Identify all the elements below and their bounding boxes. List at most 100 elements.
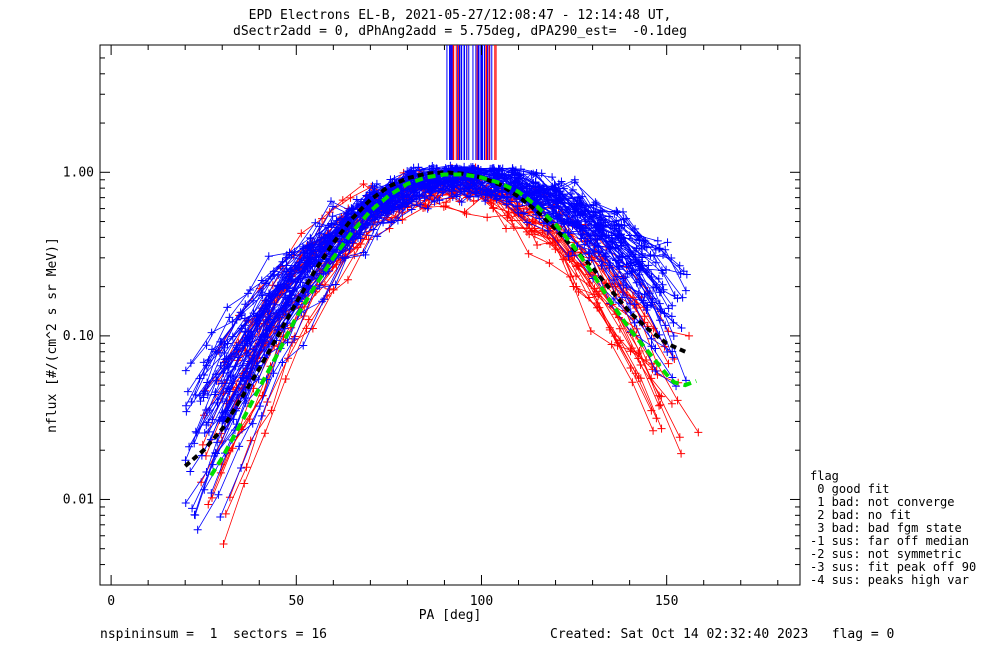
red-point xyxy=(240,479,249,488)
blue-point xyxy=(619,207,628,216)
blue-point xyxy=(355,230,364,239)
blue-point xyxy=(656,305,665,314)
blue-point xyxy=(290,247,299,256)
red-point xyxy=(245,415,254,424)
blue-point xyxy=(390,196,399,205)
blue-point xyxy=(220,358,229,367)
legend-item: -4 sus: peaks high var xyxy=(810,573,969,587)
blue-point xyxy=(241,321,250,330)
blue-point xyxy=(200,387,209,396)
red-point xyxy=(670,354,679,363)
blue-point xyxy=(614,244,623,253)
red-point xyxy=(634,348,643,357)
blue-point xyxy=(562,208,571,217)
blue-point xyxy=(673,294,682,303)
blue-point xyxy=(638,264,647,273)
blue-point xyxy=(181,456,190,465)
red-point xyxy=(216,468,225,477)
legend-title: flag xyxy=(810,469,839,483)
red-point xyxy=(667,399,676,408)
red-point xyxy=(616,336,625,345)
blue-point xyxy=(647,334,656,343)
blue-point xyxy=(668,353,677,362)
blue-point xyxy=(619,274,628,283)
footer-left: nspininsum = 1 sectors = 16 xyxy=(100,627,327,642)
blue-point xyxy=(203,378,212,387)
blue-point xyxy=(370,187,379,196)
blue-point xyxy=(500,171,509,180)
blue-point xyxy=(667,254,676,263)
blue-point xyxy=(570,178,579,187)
blue-point xyxy=(630,300,639,309)
blue-point xyxy=(514,178,523,187)
blue-point xyxy=(555,194,564,203)
blue-point xyxy=(324,239,333,248)
blue-point xyxy=(618,293,627,302)
blue-point xyxy=(186,359,195,368)
blue-point xyxy=(548,173,557,182)
blue-point xyxy=(457,198,466,207)
blue-point xyxy=(262,301,271,310)
blue-point xyxy=(345,244,354,253)
red-point xyxy=(489,204,498,213)
blue-point xyxy=(264,252,273,261)
blue-point xyxy=(212,376,221,385)
blue-point xyxy=(503,193,512,202)
blue-point xyxy=(642,243,651,252)
red-point xyxy=(636,374,645,383)
blue-point xyxy=(338,253,347,262)
blue-point xyxy=(497,188,506,197)
legend-item: 3 bad: bad fgm state xyxy=(810,521,962,535)
blue-point xyxy=(653,236,662,245)
blue-point xyxy=(235,442,244,451)
blue-point xyxy=(210,452,219,461)
red-point xyxy=(551,245,560,254)
blue-point xyxy=(472,178,481,187)
red-point xyxy=(673,396,682,405)
blue-point xyxy=(377,209,386,218)
blue-series-line xyxy=(229,168,687,419)
blue-point xyxy=(191,511,200,520)
legend-item: -2 sus: not symmetric xyxy=(810,547,962,561)
red-point xyxy=(353,243,362,252)
red-point xyxy=(655,401,664,410)
blue-point xyxy=(237,463,246,472)
blue-point xyxy=(328,212,337,221)
red-point xyxy=(664,359,673,368)
blue-point xyxy=(466,192,475,201)
blue-point xyxy=(416,200,425,209)
blue-point xyxy=(577,234,586,243)
spike-layer xyxy=(446,45,497,160)
blue-point xyxy=(555,211,564,220)
blue-point xyxy=(324,223,333,232)
blue-series-line xyxy=(219,169,656,518)
blue-point xyxy=(412,195,421,204)
chart-title-line1: EPD Electrons EL-B, 2021-05-27/12:08:47 … xyxy=(248,8,672,23)
blue-point xyxy=(618,234,627,243)
red-point xyxy=(469,197,478,206)
blue-point xyxy=(560,219,569,228)
red-point xyxy=(574,287,583,296)
red-point xyxy=(685,331,694,340)
blue-point xyxy=(559,184,568,193)
blue-point xyxy=(435,196,444,205)
red-point xyxy=(204,500,213,509)
red-point xyxy=(677,449,686,458)
blue-point xyxy=(585,249,594,258)
blue-point xyxy=(202,341,211,350)
blue-point xyxy=(208,345,217,354)
blue-point xyxy=(613,208,622,217)
red-point xyxy=(502,224,511,233)
blue-point xyxy=(464,192,473,201)
blue-point xyxy=(659,285,668,294)
blue-point xyxy=(238,361,247,370)
legend-item: 0 good fit xyxy=(810,482,890,496)
blue-point xyxy=(254,339,263,348)
blue-point xyxy=(281,293,290,302)
red-point xyxy=(595,290,604,299)
blue-point xyxy=(660,309,669,318)
red-point xyxy=(628,378,637,387)
blue-point xyxy=(591,198,600,207)
blue-point xyxy=(479,168,488,177)
